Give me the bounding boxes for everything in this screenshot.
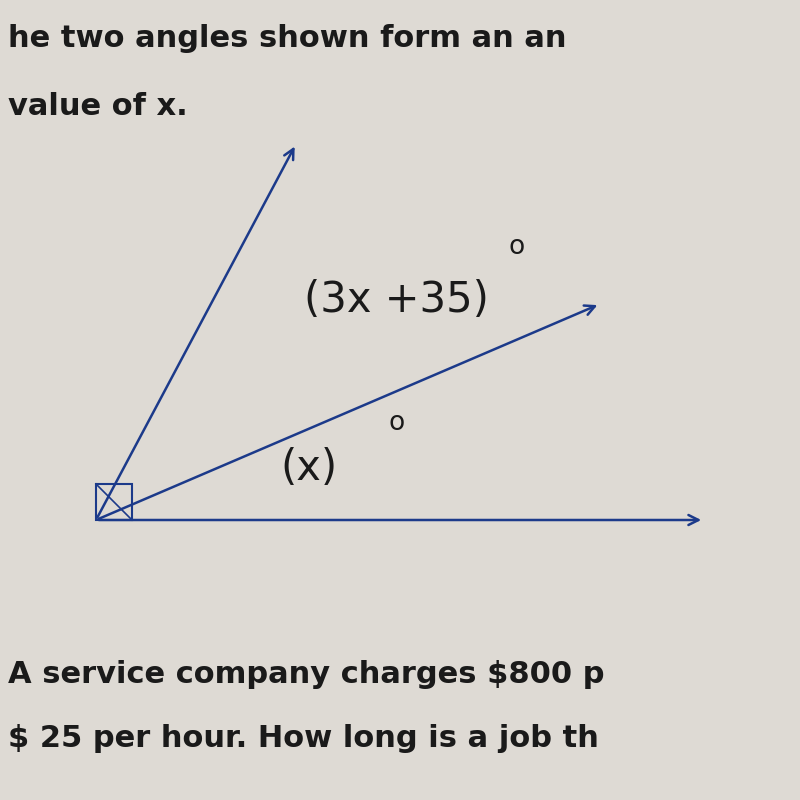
Text: (3x +35): (3x +35) (304, 279, 489, 321)
Text: o: o (388, 410, 404, 436)
Text: he two angles shown form an an: he two angles shown form an an (8, 24, 566, 53)
Text: value of x.: value of x. (8, 92, 188, 121)
Bar (96, 484, 132, 520)
Text: A service company charges $800 p: A service company charges $800 p (8, 660, 605, 689)
Text: o: o (508, 234, 524, 260)
Text: $ 25 per hour. How long is a job th: $ 25 per hour. How long is a job th (8, 724, 599, 753)
Text: (x): (x) (280, 447, 337, 489)
